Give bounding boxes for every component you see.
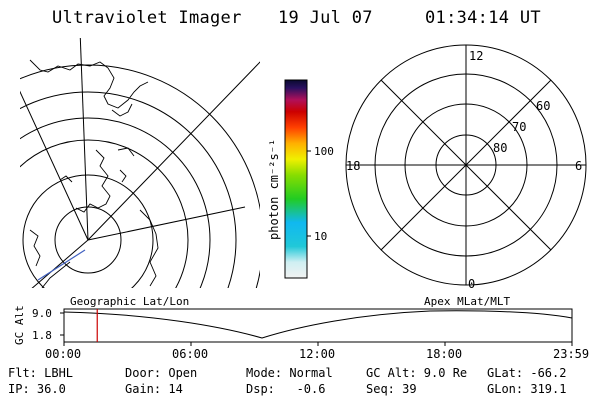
geographic-map: [20, 38, 260, 288]
mlt-label-12: 12: [469, 49, 483, 63]
altitude-tick-9: 9.0: [32, 307, 52, 320]
info-ip: IP: 36.0: [8, 382, 66, 396]
date-label: 19 Jul 07: [278, 8, 373, 28]
altitude-axis-label: GC Alt: [13, 305, 26, 345]
mlat-label-60: 60: [536, 99, 550, 113]
mlat-label-80: 80: [493, 141, 507, 155]
info-gain: Gain: 14: [125, 382, 183, 396]
mlt-label-6: 6: [575, 159, 582, 173]
polar-plot: [345, 44, 587, 286]
info-mode: Mode: Normal: [246, 366, 333, 380]
time-tick-0600: 06:00: [172, 347, 208, 361]
time-tick-1800: 18:00: [426, 347, 462, 361]
info-seq: Seq: 39: [366, 382, 417, 396]
info-dsp: Dsp: -0.6: [246, 382, 326, 396]
latitude-circles: [20, 64, 260, 288]
info-gc-alt: GC Alt: 9.0 Re: [366, 366, 468, 380]
altitude-curve: [63, 310, 573, 339]
apex-label: Apex MLat/MLT: [424, 295, 510, 308]
mlt-label-18: 18: [346, 159, 360, 173]
time-tick-2359: 23:59: [553, 347, 589, 361]
orbit-timeline: [60, 308, 573, 346]
app-title: Ultraviolet Imager: [52, 8, 242, 28]
colorbar-tick-10: 10: [314, 230, 327, 243]
info-flt: Flt: LBHL: [8, 366, 74, 380]
colorbar-tick-100: 100: [314, 145, 334, 158]
coastlines: [29, 59, 159, 288]
colorbar-unit-label: photon cm⁻²s⁻¹: [267, 139, 281, 240]
info-glon: GLon: 319.1: [487, 382, 567, 396]
longitude-lines: [20, 38, 260, 288]
time-label: 01:34:14 UT: [425, 8, 541, 28]
orbit-track: [37, 249, 86, 281]
altitude-tick-1-8: 1.8: [32, 329, 52, 342]
mlt-label-0: 0: [468, 277, 475, 291]
info-glat: GLat: -66.2: [487, 366, 567, 380]
colorbar: [284, 79, 308, 279]
mlat-label-70: 70: [512, 120, 526, 134]
time-tick-1200: 12:00: [299, 347, 335, 361]
time-tick-0000: 00:00: [45, 347, 81, 361]
info-door: Door: Open: [125, 366, 198, 380]
geographic-label: Geographic Lat/Lon: [70, 295, 189, 308]
